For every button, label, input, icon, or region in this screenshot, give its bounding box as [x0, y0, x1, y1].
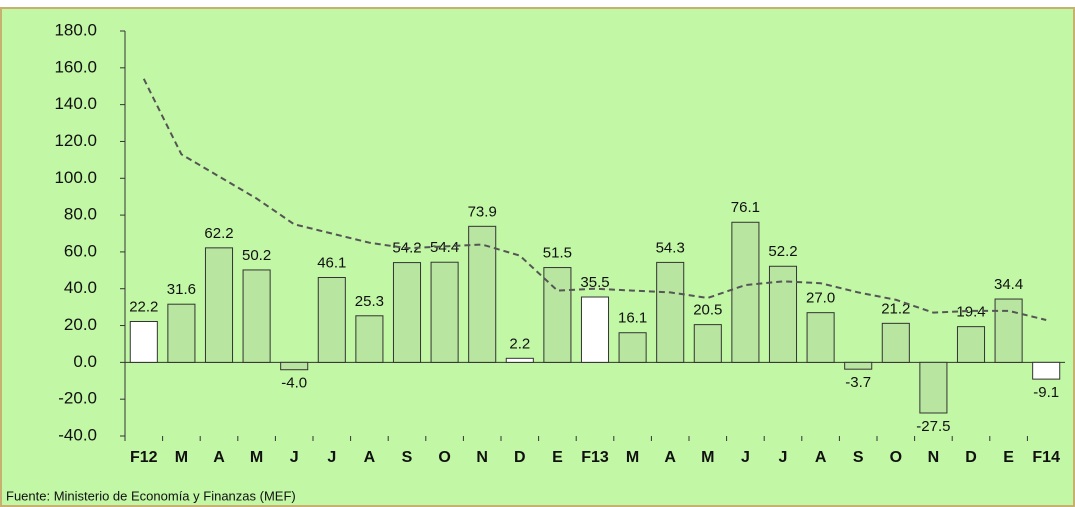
- y-tick-label: 180.0: [54, 20, 97, 39]
- value-label: 35.5: [580, 274, 609, 291]
- x-tick-label: M: [250, 449, 263, 466]
- x-tick-label: M: [626, 449, 639, 466]
- bar: [693, 324, 722, 363]
- value-label: 46.1: [317, 254, 346, 271]
- y-tick-label: -20.0: [58, 389, 97, 408]
- source-note: Fuente: Ministerio de Economía y Finanza…: [6, 488, 296, 503]
- bar: [881, 322, 910, 363]
- bar: [430, 261, 459, 363]
- value-label: 73.9: [468, 203, 497, 220]
- value-label: 31.6: [167, 281, 196, 298]
- value-label: 22.2: [129, 298, 158, 315]
- x-tick-label: M: [701, 449, 714, 466]
- value-label: 54.3: [656, 239, 685, 256]
- y-tick-label: 140.0: [54, 94, 97, 113]
- y-tick-label: 60.0: [64, 241, 97, 260]
- x-tick-label: N: [928, 449, 940, 466]
- x-tick-label: J: [741, 449, 750, 466]
- x-tick-label: E: [552, 449, 563, 466]
- value-label: -3.7: [845, 374, 871, 391]
- x-tick-label: D: [514, 449, 526, 466]
- y-tick-label: 0.0: [73, 352, 97, 371]
- x-tick-label: O: [890, 449, 902, 466]
- x-tick-label: D: [965, 449, 977, 466]
- value-label: -9.1: [1033, 384, 1059, 401]
- bar: [618, 332, 647, 363]
- bar: [580, 296, 610, 363]
- bar: [543, 267, 572, 363]
- value-label: 76.1: [731, 199, 760, 216]
- x-tick-label: A: [364, 449, 376, 466]
- value-label: 27.0: [806, 290, 835, 307]
- bar: [242, 269, 271, 363]
- trend-line: [142, 78, 1047, 321]
- value-label: 34.4: [994, 276, 1023, 293]
- y-tick-label: 100.0: [54, 168, 97, 187]
- value-label: 20.5: [693, 302, 722, 319]
- bar: [1032, 361, 1061, 380]
- x-tick-label: J: [290, 449, 299, 466]
- y-tick-label: 40.0: [64, 278, 97, 297]
- y-tick-label: 80.0: [64, 205, 97, 224]
- y-tick-label: 160.0: [54, 57, 97, 76]
- background: [0, 7, 1075, 507]
- bar: [956, 326, 986, 363]
- x-tick-label: F14: [1032, 449, 1060, 466]
- value-label: 54.4: [430, 239, 459, 256]
- x-tick-label: J: [327, 449, 336, 466]
- value-label: -27.5: [916, 418, 950, 435]
- bar: [167, 303, 196, 363]
- x-tick-label: A: [664, 449, 676, 466]
- x-tick-label: F12: [130, 449, 158, 466]
- x-tick-label: E: [1003, 449, 1014, 466]
- value-label: 52.2: [768, 243, 797, 260]
- value-label: -4.0: [281, 375, 307, 392]
- value-label: 51.5: [543, 245, 572, 262]
- x-tick-label: A: [213, 449, 225, 466]
- value-label: 16.1: [618, 310, 647, 327]
- value-label: 50.2: [242, 247, 271, 264]
- x-tick-label: F13: [581, 449, 609, 466]
- value-label: 21.2: [881, 300, 910, 317]
- x-tick-label: J: [779, 449, 788, 466]
- y-tick-label: -40.0: [58, 425, 97, 444]
- bar: [919, 361, 948, 414]
- value-label: 2.2: [509, 335, 530, 352]
- bar: [317, 276, 346, 363]
- x-tick-label: M: [175, 449, 188, 466]
- bar: [844, 361, 873, 370]
- value-label: 25.3: [355, 293, 384, 310]
- bar: [355, 315, 384, 363]
- x-tick-label: A: [815, 449, 827, 466]
- bar: [505, 357, 534, 363]
- y-tick-label: 20.0: [64, 315, 97, 334]
- x-tick-label: S: [853, 449, 864, 466]
- x-tick-label: N: [476, 449, 488, 466]
- bar: [468, 225, 497, 363]
- value-label: 19.4: [956, 304, 985, 321]
- bar: [731, 221, 760, 363]
- bar: [204, 247, 234, 363]
- bar: [806, 312, 835, 363]
- value-label: 62.2: [204, 225, 233, 242]
- x-tick-label: O: [438, 449, 450, 466]
- bar: [392, 262, 422, 363]
- y-tick-label: 120.0: [54, 131, 97, 150]
- bar: [656, 261, 685, 363]
- bar: [994, 298, 1023, 363]
- bar: [129, 320, 158, 363]
- bar: [280, 361, 309, 371]
- bar: [768, 265, 798, 363]
- x-tick-label: S: [402, 449, 413, 466]
